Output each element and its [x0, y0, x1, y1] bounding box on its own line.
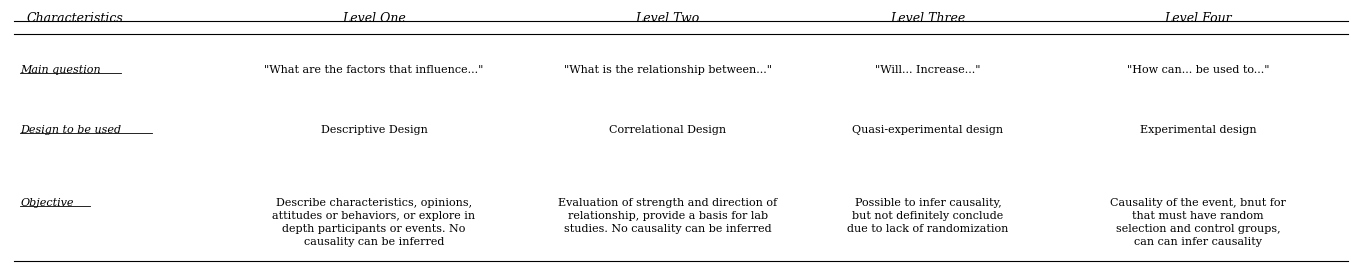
Text: Level Three: Level Three: [891, 12, 966, 25]
Text: Possible to infer causality,
but not definitely conclude
due to lack of randomiz: Possible to infer causality, but not def…: [847, 198, 1009, 234]
Text: "Will... Increase...": "Will... Increase...": [876, 65, 981, 75]
Text: Objective: Objective: [20, 198, 74, 208]
Text: Design to be used: Design to be used: [20, 125, 121, 135]
Text: Level One: Level One: [342, 12, 406, 25]
Text: Level Two: Level Two: [636, 12, 700, 25]
Text: Correlational Design: Correlational Design: [609, 125, 726, 135]
Text: Characteristics: Characteristics: [27, 12, 124, 25]
Text: "What is the relationship between...": "What is the relationship between...": [564, 65, 772, 75]
Text: Main question: Main question: [20, 65, 101, 75]
Text: Causality of the event, bnut for
that must have random
selection and control gro: Causality of the event, bnut for that mu…: [1110, 198, 1286, 247]
Text: Descriptive Design: Descriptive Design: [320, 125, 428, 135]
Text: "How can... be used to...": "How can... be used to...": [1126, 65, 1269, 75]
Text: Experimental design: Experimental design: [1140, 125, 1257, 135]
Text: "What are the factors that influence...": "What are the factors that influence...": [264, 65, 484, 75]
Text: Quasi-experimental design: Quasi-experimental design: [853, 125, 1004, 135]
Text: Describe characteristics, opinions,
attitudes or behaviors, or explore in
depth : Describe characteristics, opinions, atti…: [272, 198, 475, 247]
Text: Level Four: Level Four: [1165, 12, 1233, 25]
Text: Evaluation of strength and direction of
relationship, provide a basis for lab
st: Evaluation of strength and direction of …: [558, 198, 778, 234]
